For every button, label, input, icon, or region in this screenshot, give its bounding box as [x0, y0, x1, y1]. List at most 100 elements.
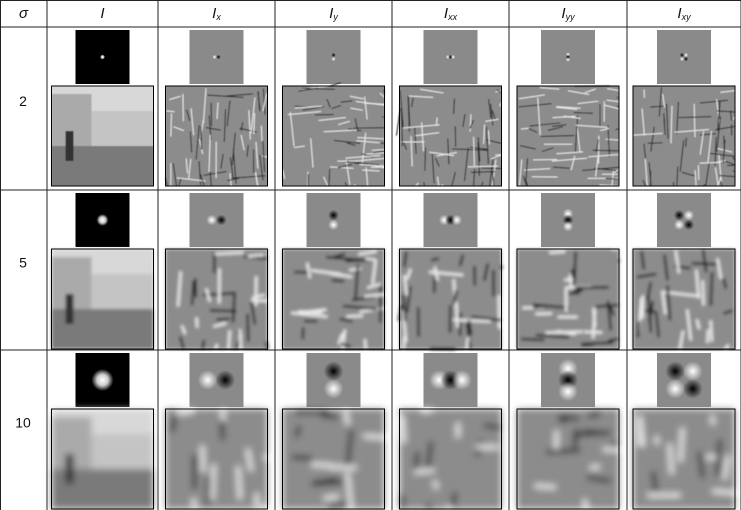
edge — [483, 425, 501, 427]
kernel-lobe — [331, 53, 336, 58]
edge — [574, 113, 593, 114]
edge — [656, 436, 657, 444]
edge — [711, 320, 712, 341]
kernel-image — [424, 30, 478, 84]
kernel-image — [657, 353, 711, 407]
person — [66, 294, 74, 324]
kernel-lobe — [674, 210, 685, 221]
edge — [545, 332, 582, 333]
edge — [467, 337, 468, 349]
edge — [574, 252, 575, 283]
edge — [248, 255, 264, 257]
header-subscript: yy — [565, 12, 576, 22]
kernel-bg — [657, 193, 711, 247]
filtered-image — [633, 249, 735, 349]
edge — [193, 498, 195, 508]
kernel-bg — [657, 353, 711, 407]
filtered-image — [396, 86, 501, 186]
edge — [261, 126, 262, 142]
header-subscript: xx — [447, 12, 458, 22]
edge — [233, 292, 235, 323]
edge — [296, 426, 299, 437]
edge — [238, 466, 240, 499]
edge — [215, 344, 217, 349]
filtered-image — [166, 249, 268, 349]
filtered-image — [283, 249, 385, 349]
kernel-image — [76, 30, 130, 84]
kernel-lobe — [451, 215, 462, 226]
header-subscript: y — [332, 12, 338, 22]
edge — [215, 253, 244, 255]
edge — [546, 450, 580, 452]
edge — [311, 465, 332, 466]
building — [92, 111, 154, 146]
edge — [366, 259, 376, 260]
bg — [166, 249, 268, 349]
edge — [533, 306, 545, 307]
column-header: σ — [19, 5, 29, 22]
edge — [653, 472, 655, 492]
edge — [611, 444, 619, 445]
kernel-image — [307, 193, 361, 247]
building — [92, 274, 154, 309]
edge — [707, 330, 708, 343]
header-symbol: σ — [19, 5, 29, 22]
edge — [315, 114, 334, 115]
edge — [197, 317, 198, 327]
header-symbol: I — [100, 5, 104, 22]
kernel-lobe — [328, 219, 339, 230]
kernel-image — [424, 353, 478, 407]
person — [66, 454, 74, 484]
building — [92, 434, 154, 469]
kernel-image — [657, 193, 711, 247]
edge — [476, 447, 498, 448]
kernel-lobe — [566, 57, 571, 62]
edge — [323, 496, 338, 498]
edge — [240, 334, 241, 349]
kernel-image — [190, 30, 244, 84]
edge — [584, 499, 586, 509]
bg — [283, 86, 385, 186]
kernel-lobe — [684, 57, 689, 62]
edge — [582, 345, 594, 346]
edge — [590, 467, 600, 468]
edge — [298, 312, 322, 313]
kernel-lobe — [665, 379, 685, 399]
bg — [400, 249, 502, 349]
filtered-image — [283, 409, 385, 509]
edge — [414, 470, 434, 472]
filtered-image — [166, 86, 268, 186]
kernel-lobe — [674, 219, 685, 230]
filtered-image — [52, 86, 154, 186]
edge — [229, 330, 230, 349]
edge — [329, 467, 356, 468]
edge — [639, 418, 640, 446]
kernel-lobe — [680, 53, 685, 58]
edge — [456, 303, 457, 328]
filtered-image — [283, 83, 385, 186]
header-subscript: xy — [681, 12, 692, 22]
kernel-lobe — [451, 55, 456, 60]
edge — [303, 327, 304, 339]
filtered-image — [633, 86, 735, 186]
column-header: Iy — [329, 5, 338, 22]
edge — [365, 339, 366, 349]
sigma-label: 2 — [19, 93, 27, 109]
edge — [584, 332, 602, 333]
filtered-image — [166, 409, 268, 509]
filtered-image — [517, 86, 619, 186]
kernel-lobe — [683, 210, 694, 221]
edge — [593, 150, 619, 151]
edge — [670, 443, 672, 474]
kernel-lobe — [683, 219, 694, 230]
filtered-image — [399, 249, 502, 349]
kernel-lobe — [324, 361, 344, 381]
edge — [216, 319, 230, 320]
kernel-image — [657, 30, 711, 84]
edge — [575, 429, 577, 447]
edge — [718, 439, 720, 475]
kernel-lobe — [452, 370, 472, 390]
edge — [195, 278, 196, 297]
edge — [435, 481, 437, 489]
kernel-image — [307, 30, 361, 84]
